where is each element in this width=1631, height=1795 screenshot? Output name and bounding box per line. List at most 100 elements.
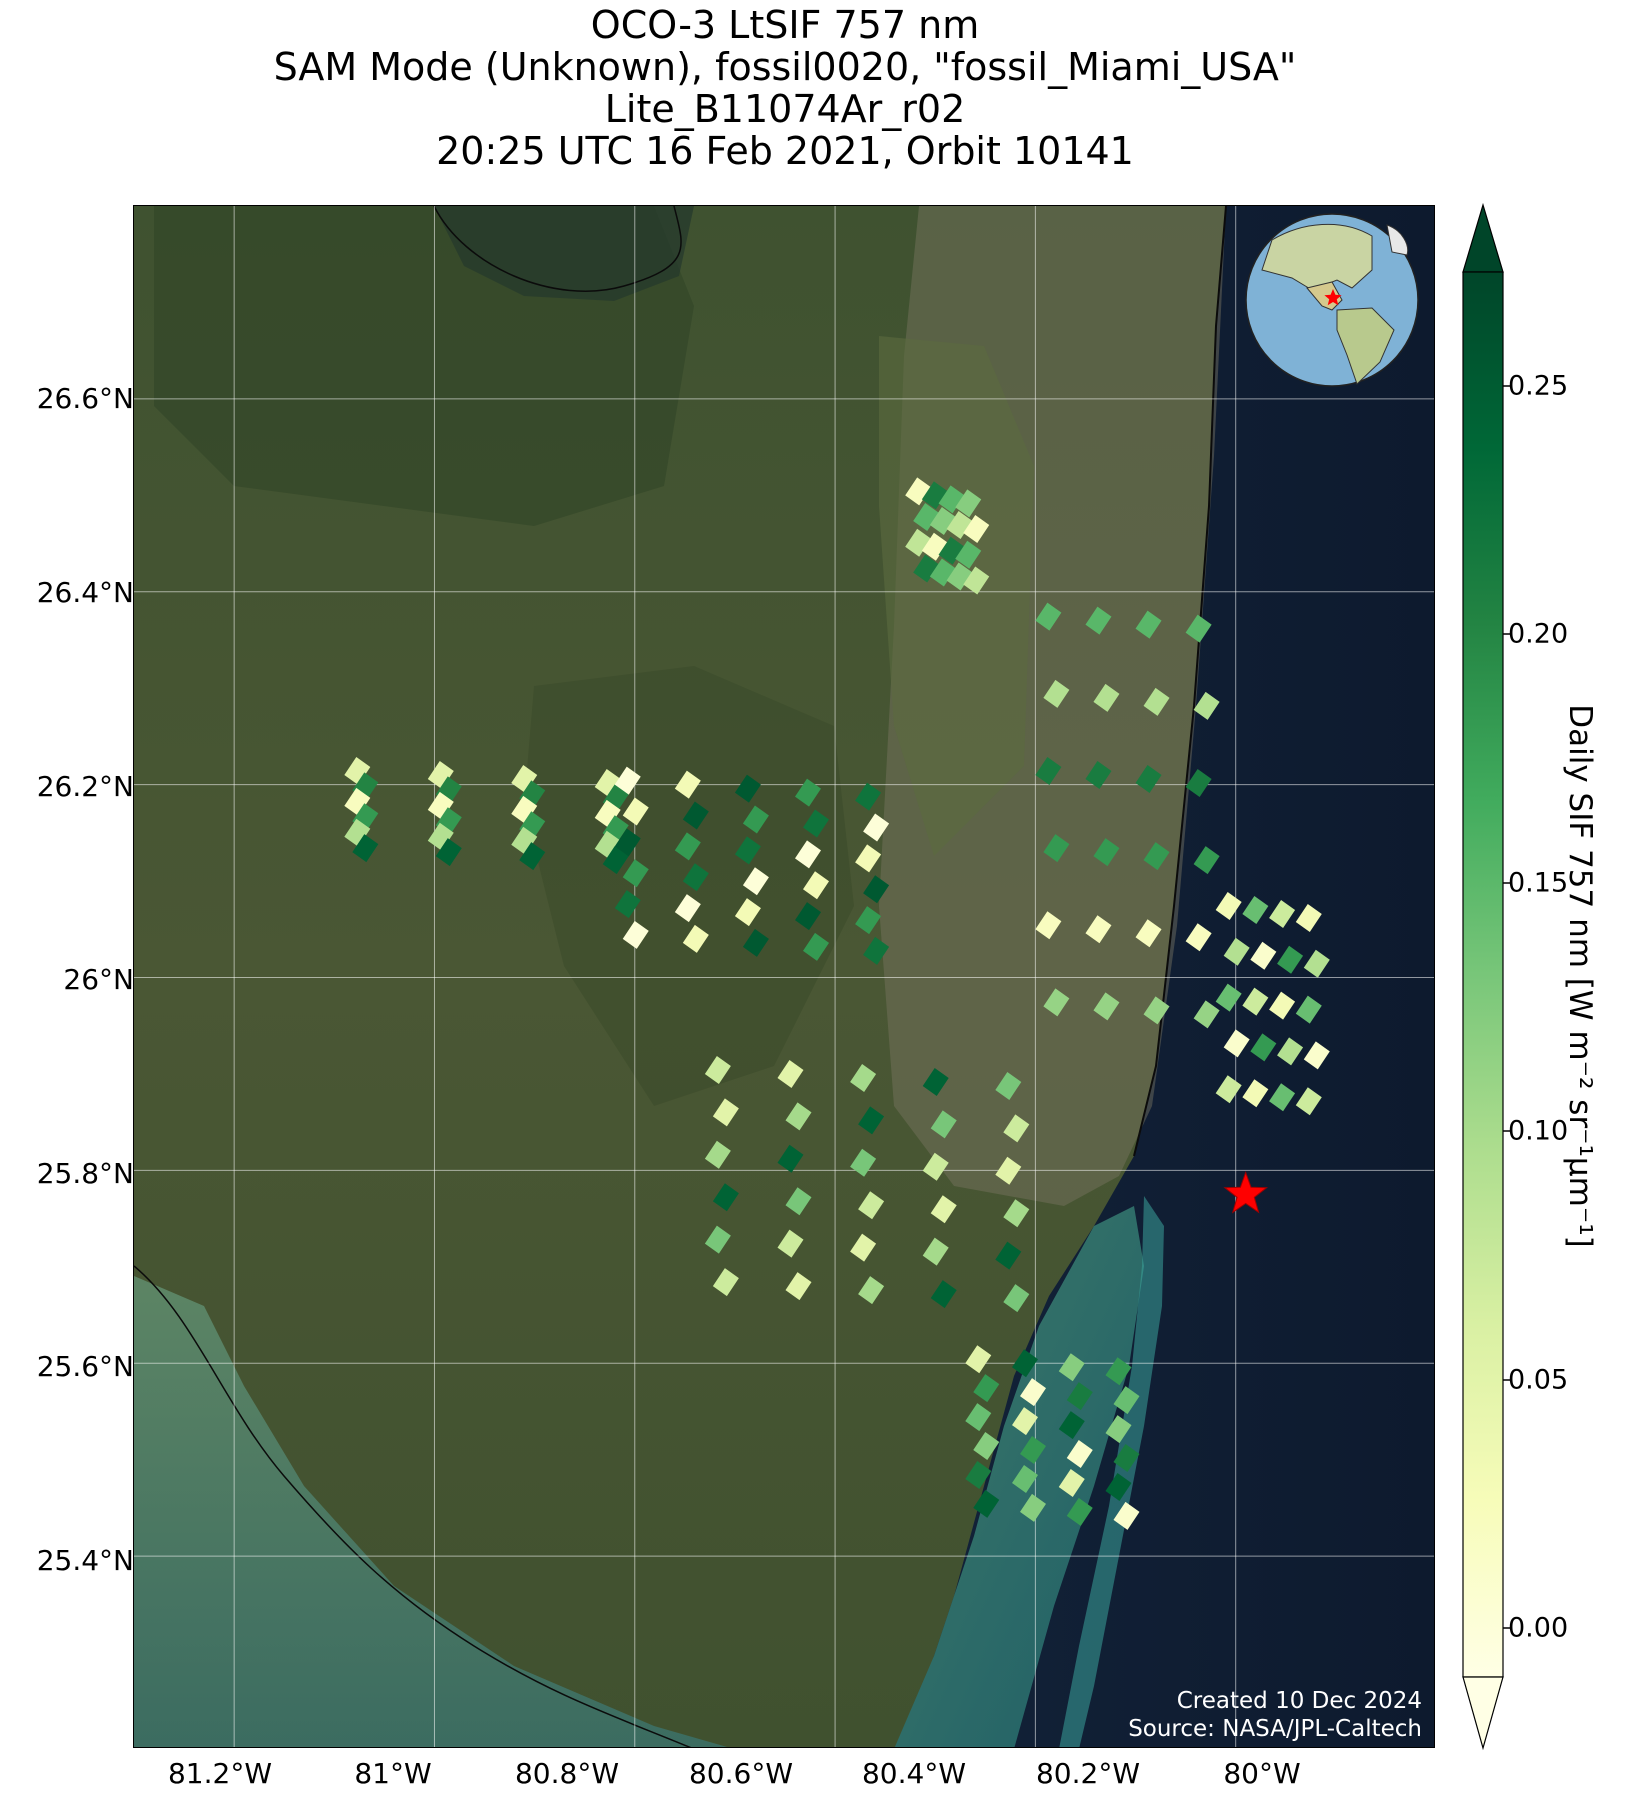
sif-footprint bbox=[1295, 903, 1322, 932]
sif-footprint bbox=[1215, 983, 1242, 1012]
sif-footprint bbox=[1012, 1407, 1039, 1436]
colorbar-tick-0.15: 0.15 bbox=[1508, 867, 1569, 899]
sif-footprint bbox=[785, 1187, 812, 1216]
sif-footprint bbox=[1035, 756, 1062, 785]
sif-footprint bbox=[929, 558, 956, 587]
sif-footprint bbox=[511, 826, 538, 855]
lon-tick-80.8: 80.8°W bbox=[514, 1757, 620, 1790]
sif-footprint bbox=[930, 1110, 957, 1139]
credit-line-1: Created 10 Dec 2024 bbox=[1177, 1688, 1422, 1714]
sif-footprint bbox=[973, 1489, 1000, 1518]
sif-footprint bbox=[938, 485, 965, 514]
sif-footprint bbox=[921, 532, 948, 561]
lon-tick-81.2: 81.2°W bbox=[167, 1757, 273, 1790]
sif-footprint bbox=[1135, 764, 1162, 793]
sif-footprint bbox=[785, 1272, 812, 1301]
sif-footprint bbox=[1085, 915, 1112, 944]
sif-footprint bbox=[905, 528, 932, 557]
sif-footprint bbox=[963, 566, 990, 595]
sif-footprint bbox=[1242, 895, 1269, 924]
sif-footprint bbox=[704, 1140, 731, 1169]
sif-footprint bbox=[946, 511, 973, 540]
sif-footprint bbox=[1250, 941, 1277, 970]
sif-footprint bbox=[930, 1195, 957, 1224]
sif-footprint bbox=[352, 834, 379, 863]
sif-footprint bbox=[427, 791, 454, 820]
sif-footprint bbox=[511, 795, 538, 824]
sif-footprint bbox=[614, 890, 641, 919]
sif-footprint bbox=[1303, 1041, 1330, 1070]
sif-footprint bbox=[427, 822, 454, 851]
sif-footprint bbox=[1185, 768, 1212, 797]
sif-footprint bbox=[863, 875, 890, 904]
lat-tick-26.0: 26°N bbox=[63, 963, 134, 996]
sif-footprint bbox=[1223, 1029, 1250, 1058]
sif-footprint bbox=[674, 770, 701, 799]
sif-footprint bbox=[1058, 1353, 1085, 1382]
colorbar bbox=[1462, 202, 1510, 1751]
sif-footprint bbox=[704, 1055, 731, 1084]
sif-footprint bbox=[795, 778, 822, 807]
satellite-map: Created 10 Dec 2024 Source: NASA/JPL-Cal… bbox=[134, 206, 1434, 1747]
sif-footprint bbox=[1085, 760, 1112, 789]
sif-footprint bbox=[1066, 1440, 1093, 1469]
sif-footprint bbox=[922, 1237, 949, 1266]
lat-tick-26.4: 26.4°N bbox=[36, 576, 134, 609]
sif-footprint bbox=[1215, 1075, 1242, 1104]
sif-footprint bbox=[1185, 614, 1212, 643]
lon-tick-80.6: 80.6°W bbox=[688, 1757, 794, 1790]
sif-footprint bbox=[922, 1152, 949, 1181]
sif-footprint bbox=[344, 787, 371, 816]
lon-tick-81.0: 81°W bbox=[354, 1757, 432, 1790]
sif-footprint bbox=[1269, 899, 1296, 928]
sif-footprint bbox=[905, 477, 932, 506]
graticule bbox=[134, 206, 1434, 1747]
sif-footprint bbox=[1215, 891, 1242, 920]
sif-footprint bbox=[777, 1229, 804, 1258]
title-line-2: SAM Mode (Unknown), fossil0020, "fossil_… bbox=[273, 45, 1297, 89]
sif-footprint bbox=[1093, 838, 1120, 867]
colorbar-tick-0.20: 0.20 bbox=[1508, 618, 1569, 650]
title-line-1: OCO-3 LtSIF 757 nm bbox=[590, 3, 980, 47]
sif-footprint bbox=[855, 782, 882, 811]
sif-footprint bbox=[995, 1241, 1022, 1270]
sif-footprint bbox=[674, 832, 701, 861]
sif-footprint bbox=[1295, 1087, 1322, 1116]
sif-footprint bbox=[863, 813, 890, 842]
sif-footprint bbox=[602, 846, 629, 875]
lon-tick-80.2: 80.2°W bbox=[1035, 1757, 1141, 1790]
sif-footprint bbox=[1242, 987, 1269, 1016]
sif-footprint bbox=[704, 1225, 731, 1254]
sif-footprint bbox=[682, 924, 709, 953]
sif-footprint bbox=[712, 1268, 739, 1297]
sif-footprint bbox=[1058, 1468, 1085, 1497]
sif-footprint bbox=[803, 809, 830, 838]
sif-footprint bbox=[777, 1059, 804, 1088]
sif-footprint bbox=[850, 1148, 877, 1177]
sif-footprint bbox=[1223, 937, 1250, 966]
sif-footprint bbox=[973, 1374, 1000, 1403]
sif-footprint bbox=[712, 1183, 739, 1212]
colorbar-tick-0.05: 0.05 bbox=[1508, 1364, 1569, 1396]
colorbar-tick-0.00: 0.00 bbox=[1508, 1612, 1569, 1644]
map-panel[interactable]: Created 10 Dec 2024 Source: NASA/JPL-Cal… bbox=[133, 205, 1435, 1748]
sif-footprint bbox=[929, 507, 956, 536]
lat-tick-26.2: 26.2°N bbox=[36, 770, 134, 803]
sif-footprint bbox=[614, 766, 641, 795]
sif-footprint bbox=[734, 836, 761, 865]
sif-footprint bbox=[938, 536, 965, 565]
sif-footprint bbox=[742, 805, 769, 834]
sif-footprint bbox=[855, 906, 882, 935]
sif-footprint bbox=[1135, 610, 1162, 639]
sif-footprint bbox=[1193, 1000, 1220, 1029]
sif-footprint bbox=[913, 503, 940, 532]
sif-footprint bbox=[614, 828, 641, 857]
sif-footprint bbox=[921, 481, 948, 510]
sif-footprint bbox=[1269, 991, 1296, 1020]
sif-footprint bbox=[946, 562, 973, 591]
sif-footprint bbox=[785, 1102, 812, 1131]
credit-line-2: Source: NASA/JPL-Caltech bbox=[1128, 1716, 1422, 1742]
sif-footprint bbox=[1035, 911, 1062, 940]
sif-footprint bbox=[1012, 1349, 1039, 1378]
sif-footprint bbox=[855, 844, 882, 873]
